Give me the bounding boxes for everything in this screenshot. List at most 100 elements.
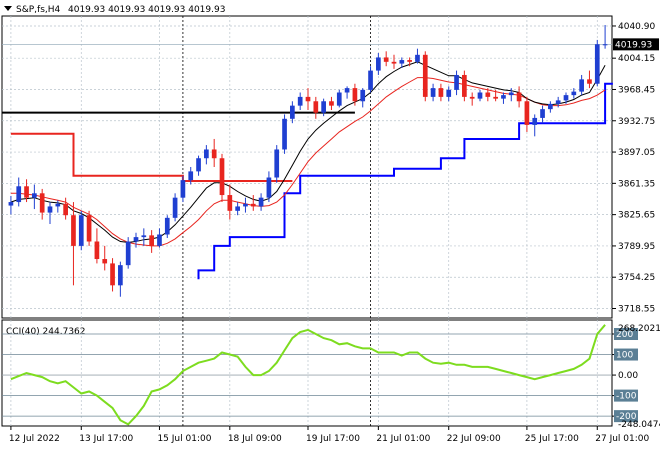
candle-body xyxy=(501,95,506,99)
candle xyxy=(164,215,170,238)
cci-axis-min-label: -248.0474 xyxy=(618,420,660,430)
candle-body xyxy=(141,235,147,238)
candle xyxy=(376,53,381,75)
cci-level-label: -100 xyxy=(616,392,637,402)
candle-body xyxy=(188,171,194,181)
candle xyxy=(172,193,178,222)
candle-body xyxy=(454,74,459,90)
cci-level-tag xyxy=(614,348,638,361)
candle xyxy=(493,89,498,102)
candle-body xyxy=(383,57,389,62)
time-tick-label: 22 Jul 09:00 xyxy=(447,434,501,444)
candle xyxy=(282,114,287,154)
candle-body xyxy=(297,96,303,106)
candle xyxy=(274,145,280,183)
candle xyxy=(32,184,37,210)
ohlc-label: 4019.93 4019.93 4019.93 4019.93 xyxy=(68,5,225,15)
candle xyxy=(243,197,248,213)
candle xyxy=(368,66,373,93)
candle xyxy=(352,83,358,106)
candle xyxy=(407,57,412,67)
candle xyxy=(540,105,545,124)
candle xyxy=(258,193,264,211)
candle-body xyxy=(422,54,428,97)
candle xyxy=(102,245,108,271)
candle-body xyxy=(555,100,561,104)
candle xyxy=(563,92,569,104)
candle xyxy=(297,92,303,111)
candle-body xyxy=(55,203,61,207)
candle-body xyxy=(329,101,334,106)
candle xyxy=(532,114,538,137)
price-tick-label: 3718.55 xyxy=(618,305,655,315)
candle xyxy=(24,179,29,203)
candle-body xyxy=(196,158,201,172)
triangle-down-icon[interactable] xyxy=(4,6,12,11)
candle-body xyxy=(78,215,84,246)
candle xyxy=(548,101,553,113)
candle xyxy=(524,96,530,132)
price-tick-label: 3932.75 xyxy=(618,117,655,127)
candle xyxy=(329,96,334,111)
candle-body xyxy=(110,263,115,286)
candle xyxy=(63,197,68,220)
candle-body xyxy=(157,234,162,246)
candle-body xyxy=(469,96,475,99)
candle xyxy=(118,261,123,297)
candle xyxy=(125,237,131,269)
time-tick-label: 13 Jul 17:00 xyxy=(79,434,133,444)
candle xyxy=(430,83,436,102)
candle xyxy=(16,177,22,207)
candle-body xyxy=(477,92,483,99)
candle-body xyxy=(180,180,186,198)
cci-level-label: 0.00 xyxy=(618,371,638,381)
candle xyxy=(602,25,608,49)
candle-body xyxy=(266,177,272,198)
candle xyxy=(47,202,53,224)
candle xyxy=(219,153,225,203)
candle xyxy=(110,258,115,292)
candle-body xyxy=(16,186,22,203)
candle-body xyxy=(102,259,108,264)
candle-body xyxy=(219,158,225,196)
candle-body xyxy=(118,265,123,286)
candle xyxy=(462,70,467,102)
candle xyxy=(415,48,420,64)
candle-body xyxy=(47,206,53,213)
candle-body xyxy=(594,44,600,84)
time-tick-label: 15 Jul 01:00 xyxy=(157,434,211,444)
candle xyxy=(290,101,295,124)
candle-body xyxy=(86,215,92,242)
candle-body xyxy=(211,149,217,159)
candle-body xyxy=(360,89,366,102)
price-tick-label: 3754.25 xyxy=(618,273,655,283)
candle xyxy=(571,88,577,99)
candle xyxy=(485,88,491,102)
candle xyxy=(391,54,397,69)
cci-panel-frame xyxy=(1,319,613,427)
candle-body xyxy=(94,241,100,260)
candle-body xyxy=(8,202,14,206)
candle-body xyxy=(602,44,608,46)
candle-body xyxy=(32,193,37,198)
candle-body xyxy=(399,60,405,64)
cci-level-label: -200 xyxy=(616,412,637,422)
moving-average-fast xyxy=(10,61,606,243)
candle xyxy=(196,155,201,176)
candle xyxy=(399,57,405,68)
time-tick-label: 12 Jul 2022 xyxy=(9,434,60,444)
candle-body xyxy=(24,186,29,198)
candle-body xyxy=(462,74,467,97)
candle xyxy=(94,228,100,264)
cci-level-tag xyxy=(614,389,638,402)
candle xyxy=(516,86,522,108)
candle-body xyxy=(149,235,154,246)
candle-body xyxy=(164,217,170,235)
candle-body xyxy=(290,105,295,119)
cci-level-tag xyxy=(614,410,638,423)
candle xyxy=(438,83,444,102)
price-tick-label: 3825.65 xyxy=(618,211,655,221)
candle xyxy=(336,89,342,108)
